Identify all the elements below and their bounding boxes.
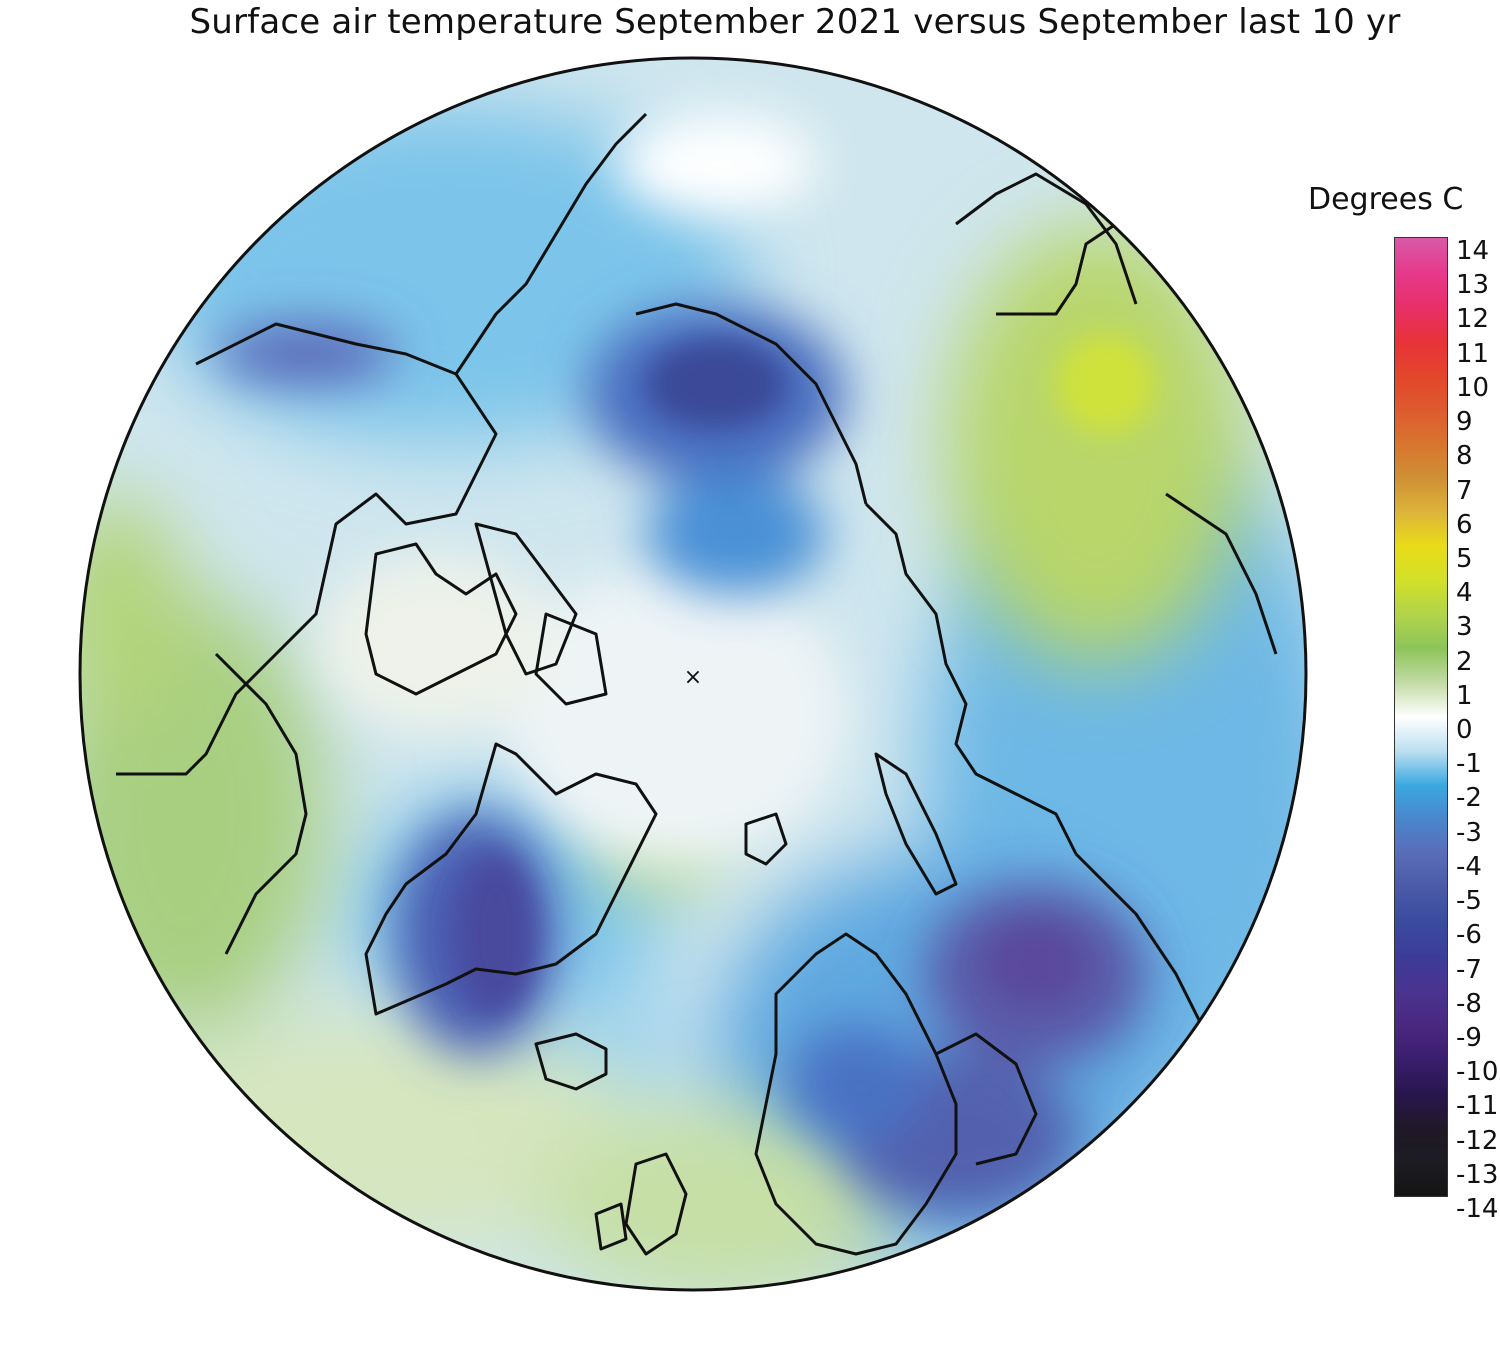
legend-tick-label: -11 <box>1456 1091 1499 1122</box>
anomaly-field <box>80 58 1306 1290</box>
legend-tick-label: 1 <box>1456 680 1473 711</box>
legend-tick-label: -12 <box>1456 1125 1499 1156</box>
legend-tick-label: 5 <box>1456 543 1473 574</box>
legend-tick-label: -10 <box>1456 1057 1499 1088</box>
legend-title: Degrees C <box>1308 182 1464 217</box>
legend-tick-label: 9 <box>1456 407 1473 438</box>
legend-tick-label: -14 <box>1456 1194 1499 1224</box>
legend-tick-label: -7 <box>1456 954 1482 985</box>
legend-tick-label: 12 <box>1456 304 1490 335</box>
legend-tick-label: -4 <box>1456 851 1482 882</box>
legend-tick-label: -5 <box>1456 886 1482 917</box>
legend-tick-label: -3 <box>1456 817 1482 848</box>
polar-map-svg: × <box>78 56 1308 1292</box>
legend-tick-label: 10 <box>1456 372 1490 403</box>
legend-tick-label: -6 <box>1456 920 1482 951</box>
legend-tick-label: 3 <box>1456 612 1473 643</box>
color-scale-bar <box>1394 237 1448 1197</box>
coastlines <box>116 112 1278 1256</box>
legend-tick-label: 14 <box>1456 236 1490 266</box>
legend-tick-label: -1 <box>1456 749 1482 780</box>
color-scale-ticks: 14 13 12 11 10 9 8 7 6 5 4 3 2 1 0 -1 -2 -3 -4 -5 -6 -7 -8 -9 -1… <box>1456 236 1500 1222</box>
legend-tick-label: -2 <box>1456 783 1482 814</box>
legend-tick-label: -8 <box>1456 988 1482 1019</box>
legend-tick-label: 8 <box>1456 441 1473 472</box>
legend-tick-label: 2 <box>1456 646 1473 677</box>
legend-tick-label: -9 <box>1456 1022 1482 1053</box>
map-title: Surface air temperature September 2021 v… <box>189 2 1401 42</box>
legend-tick-label: 0 <box>1456 715 1473 745</box>
polar-map: × <box>76 54 1311 1294</box>
legend-tick-label: 7 <box>1456 475 1473 506</box>
legend-tick-label: 6 <box>1456 509 1473 540</box>
map-boundary <box>78 56 1308 1292</box>
legend-tick-label: 13 <box>1456 270 1490 301</box>
legend-tick-label: 11 <box>1456 338 1490 369</box>
legend-tick-label: 4 <box>1456 578 1473 609</box>
legend-tick-label: -13 <box>1456 1159 1499 1190</box>
north-pole-marker: × <box>684 665 702 690</box>
